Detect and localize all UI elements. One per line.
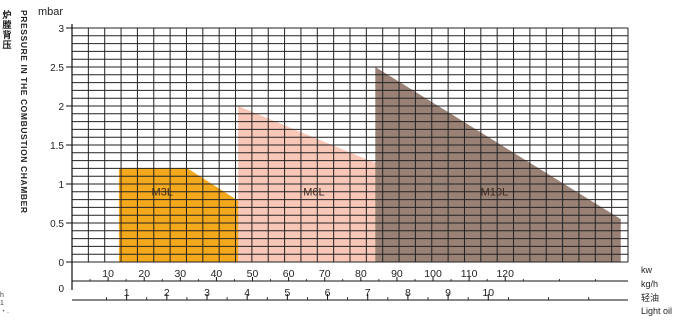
kw-tick-label: 80 [355,268,367,280]
series-labels: M3L M6L M10L [152,187,509,199]
y-tick-label: 0.5 [50,219,64,230]
chart-grid [71,27,629,263]
y-tick-label: 0 [58,258,64,269]
kw-tick-label: 100 [424,268,442,280]
kw-tick-label: 20 [138,268,150,280]
kgh-tick-label: 8 [405,287,411,299]
y-tick-label: 3 [58,24,64,35]
kgh-tick-label: 10 [482,287,494,299]
kgh-tick-label: 9 [445,287,451,299]
x-unit-kw: kw [641,265,653,275]
kw-tick-label: 30 [174,268,186,280]
kw-tick-label: 50 [247,268,259,280]
series-label-m10l: M10L [481,187,509,199]
edge-text: h 1 ・. [0,292,9,315]
kw-tick-label: 90 [391,268,403,280]
series-label-m6l: M6L [303,187,324,199]
x-unit-cn: 轻油 [641,292,659,303]
y-axis-title-en: PRESSURE IN THE COMBUSTION CHAMBER [19,10,29,214]
kgh-tick-label: 5 [284,287,290,299]
kgh-tick-label: 2 [164,287,170,299]
y-tick-label: 1.5 [50,141,64,152]
kgh-tick-label: 7 [365,287,371,299]
y-tick-label: 2.5 [50,63,64,74]
kw-tick-label: 120 [496,268,514,280]
y-axis-title-block: 炉膛背压 PRESSURE IN THE COMBUSTION CHAMBER [0,0,30,327]
kw-tick-label: 10 [102,268,114,280]
kgh-tick-label: 1 [124,287,130,299]
kw-tick-label: 70 [319,268,331,280]
kgh-tick-label: 6 [325,287,331,299]
kw-tick-label: 60 [283,268,295,280]
x-unit-en: Light oil [641,306,672,316]
y-tick-label: 2 [58,102,64,113]
kgh-tick-label: 3 [204,287,210,299]
series-areas [118,67,621,262]
kgh-tick-label: 4 [244,287,250,299]
area-m10l [375,67,621,262]
y-tick-label: 1 [58,180,64,191]
series-label-m3l: M3L [152,187,173,199]
x-unit-kgh: kg/h [641,279,658,289]
kw-tick-label: 40 [211,268,223,280]
y-unit-label: mbar [38,6,63,18]
y-axis-title-cn: 炉膛背压 [2,10,12,50]
kw-tick-label: 110 [461,268,478,280]
y-tick-label-zero: 0 [58,284,64,295]
